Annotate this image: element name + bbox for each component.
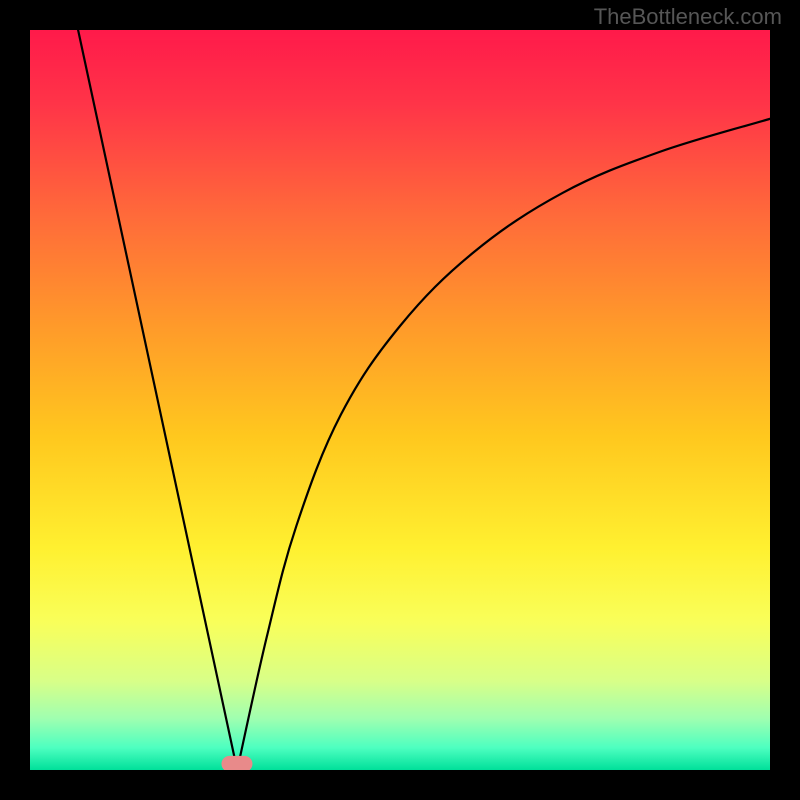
- watermark-text: TheBottleneck.com: [594, 4, 782, 30]
- optimum-marker: [222, 756, 253, 770]
- plot-area: [30, 30, 770, 770]
- bottleneck-curve: [30, 30, 770, 770]
